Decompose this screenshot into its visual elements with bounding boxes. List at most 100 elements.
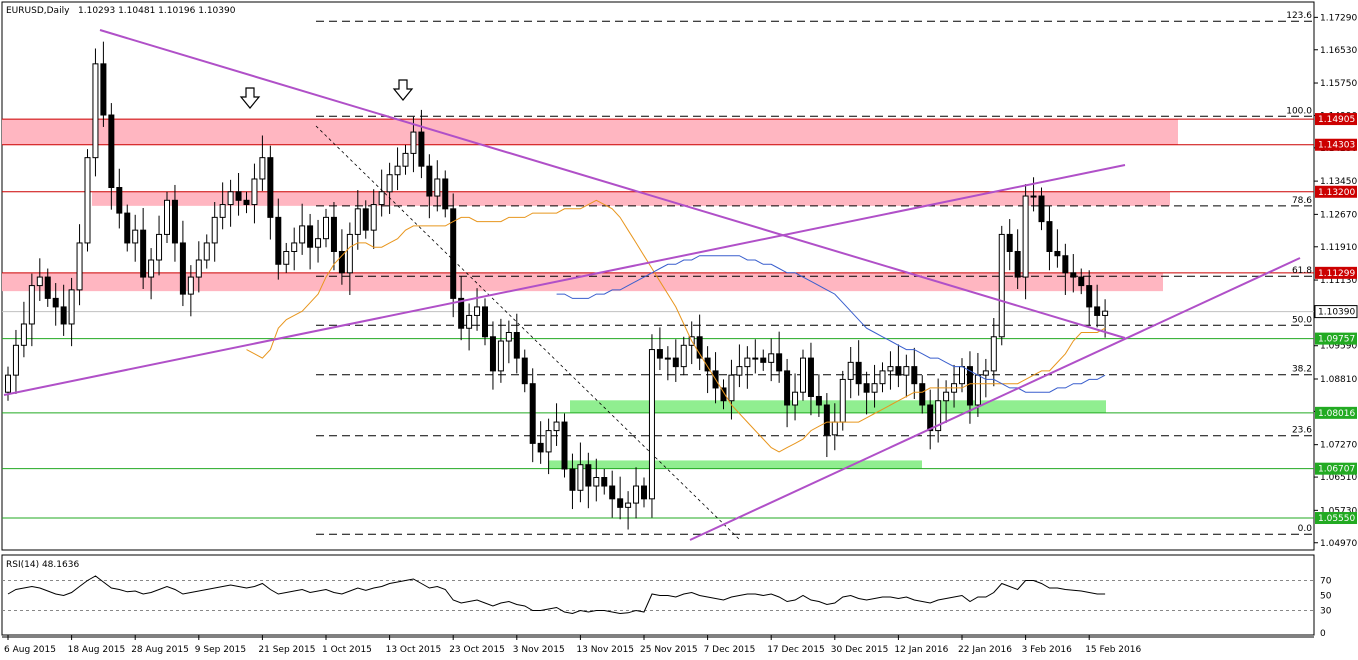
price-level-box-label: 1.14905 xyxy=(1318,115,1355,125)
candle-body xyxy=(974,374,981,406)
candle-body xyxy=(1014,250,1021,278)
candle-body xyxy=(919,383,926,406)
candle-body xyxy=(553,421,560,432)
candle-body xyxy=(863,383,870,393)
rsi-level-label: 0 xyxy=(1320,629,1326,639)
candle-body xyxy=(330,216,337,252)
candle-body xyxy=(839,378,846,423)
down-arrow-icon-1 xyxy=(392,79,414,101)
candle-body xyxy=(251,178,258,206)
price-level-box-label: 1.13200 xyxy=(1318,188,1355,198)
candle-body xyxy=(545,430,552,453)
candle-body xyxy=(1086,285,1093,308)
candle-body xyxy=(982,370,989,376)
candle-body xyxy=(959,366,965,385)
fib-level-label-2: 78.6 xyxy=(1292,196,1312,206)
current-price-label: 1.10390 xyxy=(1318,308,1355,318)
price-level-box xyxy=(1315,512,1357,525)
candle-body xyxy=(323,216,329,240)
candle-body xyxy=(577,464,584,491)
price-level-box xyxy=(1315,462,1357,475)
time-tick-label: 9 Sep 2015 xyxy=(195,645,246,655)
down-arrow-icon-0 xyxy=(239,87,261,109)
resistance-zone-mid xyxy=(92,191,1170,206)
candle-body xyxy=(307,225,314,248)
candle-body xyxy=(617,498,624,508)
ma-slow-line xyxy=(556,255,1106,393)
candle-body xyxy=(203,242,210,261)
resistance-zone-lower xyxy=(2,272,1163,292)
time-tick-label: 30 Dec 2015 xyxy=(831,645,889,655)
candle-body xyxy=(784,370,791,406)
candle-body xyxy=(466,314,473,329)
candle-body xyxy=(561,421,568,470)
candle-body xyxy=(871,383,878,393)
candle-body xyxy=(235,191,242,201)
candle-body xyxy=(418,131,425,167)
candle-body xyxy=(68,289,75,325)
candle-body xyxy=(267,157,274,218)
candle-body xyxy=(386,174,393,193)
candle-body xyxy=(346,233,353,274)
price-tick-label: 1.15750 xyxy=(1320,79,1357,89)
current-price-box xyxy=(1314,305,1358,319)
fib-level-label-0: 123.6 xyxy=(1286,11,1312,21)
fib-level-label-7: 0.0 xyxy=(1298,524,1313,534)
candle-body xyxy=(1054,250,1061,257)
candle-body xyxy=(362,208,369,231)
candle-body xyxy=(887,366,894,372)
price-level-box xyxy=(1315,332,1357,345)
candle-body xyxy=(1078,276,1085,287)
candle-body xyxy=(291,242,298,252)
candle-body xyxy=(633,485,640,504)
candle-body xyxy=(943,391,950,402)
candle-body xyxy=(44,276,51,299)
candle-body xyxy=(410,131,417,154)
candle-body xyxy=(792,391,799,406)
time-tick-label: 12 Jan 2016 xyxy=(894,645,948,655)
time-tick-label: 17 Dec 2015 xyxy=(767,645,825,655)
price-tick-label: 1.04970 xyxy=(1320,539,1357,549)
price-level-box xyxy=(1315,113,1357,126)
candle-body xyxy=(195,259,202,278)
time-tick-label: 23 Oct 2015 xyxy=(449,645,505,655)
rsi-line xyxy=(7,575,1106,615)
candle-body xyxy=(458,297,465,329)
candle-body xyxy=(434,178,441,197)
candle-body xyxy=(52,297,59,308)
candle-body xyxy=(28,285,35,325)
candle-body xyxy=(211,216,218,244)
candle-body xyxy=(450,208,457,299)
candle-body xyxy=(744,357,751,368)
candle-body xyxy=(482,306,488,338)
candle-body xyxy=(807,357,814,397)
candle-body xyxy=(648,349,655,500)
rsi-layer: 70 50 30 0 xyxy=(2,575,1332,639)
candle-body xyxy=(776,353,783,372)
price-tick-label: 1.08810 xyxy=(1320,375,1357,385)
rsi-title: RSI(14) 48.1636 xyxy=(6,560,79,570)
rsi-level-label: 30 xyxy=(1320,607,1332,617)
candle-body xyxy=(283,250,290,265)
candle-body xyxy=(609,485,616,500)
time-tick-label: 13 Oct 2015 xyxy=(386,645,442,655)
candle-body xyxy=(12,344,19,376)
candle-body xyxy=(760,357,767,363)
price-tick-label: 1.17290 xyxy=(1320,13,1357,23)
candle-body xyxy=(100,63,107,116)
candle-body xyxy=(474,306,481,316)
price-level-box-label: 1.09757 xyxy=(1318,335,1355,345)
candle-body xyxy=(736,366,743,376)
candle-body xyxy=(537,442,544,453)
candle-body xyxy=(489,336,496,372)
candle-body xyxy=(895,366,902,376)
candle-body xyxy=(696,336,703,359)
candle-body xyxy=(164,199,170,235)
time-tick-label: 3 Nov 2015 xyxy=(513,645,565,655)
candle-body xyxy=(1006,233,1013,252)
candle-body xyxy=(5,374,11,393)
candle-body xyxy=(132,229,139,244)
time-tick-label: 13 Nov 2015 xyxy=(576,645,634,655)
candle-body xyxy=(60,306,67,325)
